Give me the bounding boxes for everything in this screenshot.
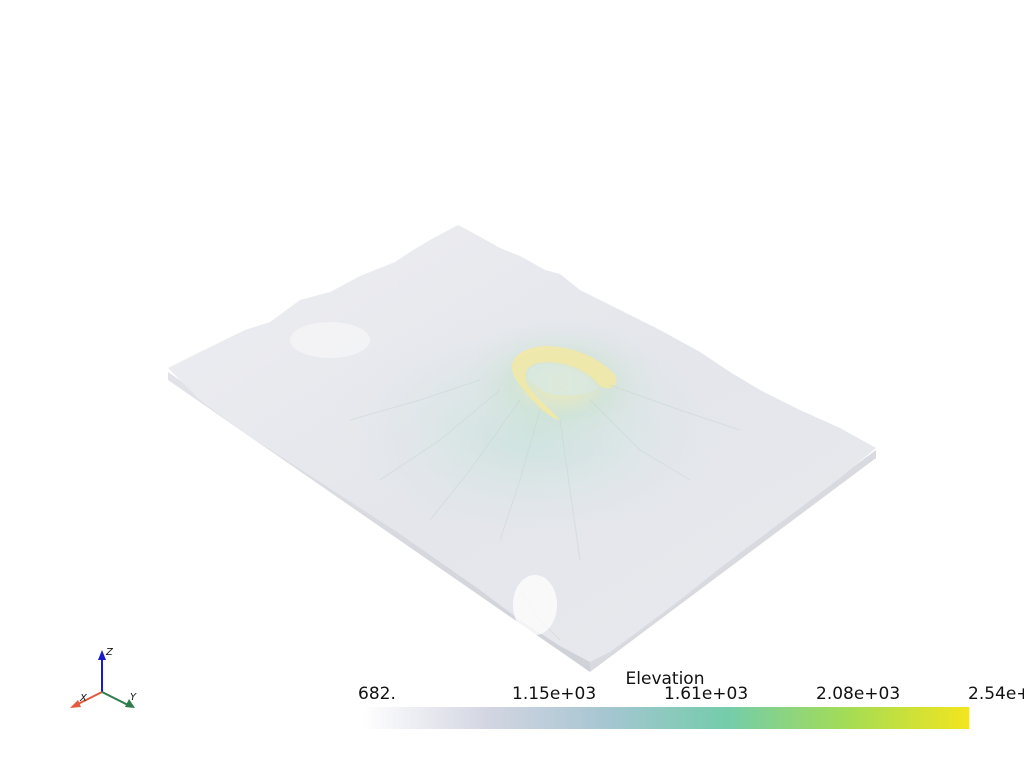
orientation-axes-widget: Z X Y bbox=[70, 647, 137, 708]
colorbar-tick-label: 682. bbox=[358, 684, 396, 704]
colorbar-title: Elevation bbox=[625, 669, 705, 689]
terrain-surface bbox=[168, 225, 876, 672]
x-axis-label: X bbox=[79, 693, 88, 704]
z-axis-arrow-icon bbox=[98, 650, 106, 660]
x-axis-arrow-icon bbox=[70, 700, 81, 708]
colorbar-tick-label: 2.08e+03 bbox=[816, 684, 901, 704]
colorbar-tick-label: 1.15e+03 bbox=[512, 684, 597, 704]
colorbar-tick-label: 2.54e+ bbox=[968, 684, 1024, 704]
west-ridge-highlight bbox=[290, 322, 370, 358]
terrain-side-right bbox=[590, 450, 876, 672]
terrain-ridges bbox=[349, 379, 741, 641]
crater-rim bbox=[511, 346, 617, 420]
colorbar-tick-label: 1.61e+03 bbox=[664, 684, 749, 704]
lowland-highlight bbox=[513, 575, 557, 635]
y-axis-line bbox=[101, 691, 131, 707]
z-axis-label: Z bbox=[105, 647, 114, 658]
y-axis-label: Y bbox=[130, 692, 137, 703]
y-axis-arrow-icon bbox=[125, 699, 135, 708]
elevation-colorbar bbox=[363, 707, 969, 729]
crater-floor bbox=[527, 363, 598, 396]
